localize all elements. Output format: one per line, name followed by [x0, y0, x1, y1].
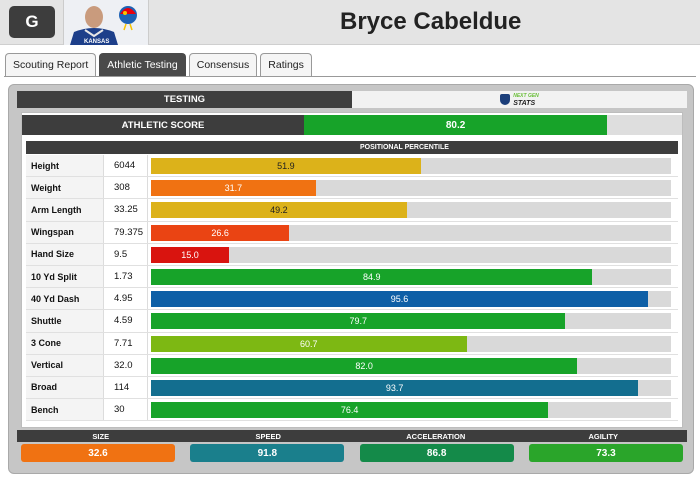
- metric-row: 3 Cone 7.71 60.7: [26, 332, 678, 355]
- percentile-track: 60.7: [151, 335, 671, 352]
- percentile-track: 84.9: [151, 268, 671, 285]
- category-acceleration-score: 86.8: [359, 444, 514, 462]
- athletic-score-track: 80.2: [304, 115, 682, 135]
- percentile-track: 76.4: [151, 402, 671, 419]
- metric-label: Bench: [26, 399, 104, 421]
- metric-label: 40 Yd Dash: [26, 288, 104, 310]
- category-size-score: 32.6: [21, 444, 175, 462]
- percentile-bar: 76.4: [151, 402, 549, 419]
- metric-label: Hand Size: [26, 243, 104, 265]
- metric-rows: Height 6044 51.9 Weight 308 31.7 Arm Length 33.…: [26, 155, 678, 422]
- testing-table: ATHLETIC SCORE 80.2 POSITIONAL PERCENTIL…: [21, 112, 683, 428]
- metric-value: 7.71: [104, 332, 148, 354]
- subtab-bar: TESTING NEXT GEN STATS: [17, 91, 687, 108]
- category-speed-score: 91.8: [190, 444, 345, 462]
- percentile-track: 15.0: [151, 246, 671, 263]
- percentile-bar: 82.0: [151, 357, 578, 374]
- percentile-bar: 60.7: [151, 335, 467, 352]
- category-agility-score: 73.3: [528, 444, 683, 462]
- subtab-testing[interactable]: TESTING: [17, 91, 352, 108]
- metric-value: 1.73: [104, 265, 148, 288]
- metric-value: 30: [104, 399, 148, 421]
- metric-value: 308: [104, 177, 148, 199]
- category-scores: SIZE SPEED ACCELERATION AGILITY 32.6 91.…: [17, 430, 687, 470]
- percentile-track: 51.9: [151, 158, 671, 174]
- positional-percentile-header: POSITIONAL PERCENTILE: [26, 141, 678, 154]
- tab-divider: [4, 76, 696, 77]
- metric-label: Weight: [26, 177, 104, 199]
- metric-value: 114: [104, 376, 148, 399]
- tab-ratings[interactable]: Ratings: [260, 53, 312, 76]
- header: G KANSAS Bryce Cabeldue: [0, 0, 700, 45]
- metric-value: 4.59: [104, 310, 148, 332]
- metric-label: Height: [26, 155, 104, 177]
- metric-row: Weight 308 31.7: [26, 177, 678, 200]
- percentile-track: 93.7: [151, 379, 671, 396]
- percentile-bar: 79.7: [151, 313, 566, 330]
- category-header-row: SIZE SPEED ACCELERATION AGILITY: [17, 430, 687, 442]
- category-speed-label: SPEED: [255, 431, 281, 441]
- metric-row: 10 Yd Split 1.73 84.9: [26, 265, 678, 289]
- percentile-track: 31.7: [151, 180, 671, 197]
- percentile-track: 82.0: [151, 357, 671, 374]
- percentile-bar: 93.7: [151, 379, 639, 396]
- metric-value: 6044: [104, 155, 148, 177]
- metric-label: 3 Cone: [26, 332, 104, 354]
- metric-label: Vertical: [26, 354, 104, 376]
- player-photo-icon: KANSAS: [64, 0, 148, 45]
- tab-bar: Scouting Report Athletic Testing Consens…: [5, 53, 312, 77]
- metric-label: 10 Yd Split: [26, 265, 104, 288]
- position-badge: G: [9, 6, 55, 38]
- tab-athletic-testing[interactable]: Athletic Testing: [99, 53, 186, 76]
- subtab-next-gen-stats[interactable]: NEXT GEN STATS: [352, 91, 687, 108]
- category-values-row: 32.6 91.8 86.8 73.3: [17, 444, 687, 464]
- tab-consensus[interactable]: Consensus: [188, 53, 258, 76]
- metric-row: Wingspan 79.375 26.6: [26, 221, 678, 244]
- nfl-shield-icon: [500, 94, 511, 105]
- metric-row: Broad 114 93.7: [26, 376, 678, 400]
- player-name: Bryce Cabeldue: [340, 8, 522, 35]
- percentile-bar: 31.7: [151, 180, 316, 197]
- category-agility-label: AGILITY: [588, 431, 619, 441]
- category-acceleration-label: ACCELERATION: [406, 431, 466, 441]
- metric-label: Wingspan: [26, 221, 104, 243]
- athletic-score-bar: 80.2: [304, 115, 608, 135]
- percentile-track: 79.7: [151, 313, 671, 330]
- metric-value: 32.0: [104, 354, 148, 376]
- percentile-track: 95.6: [151, 291, 671, 308]
- tab-scouting-report[interactable]: Scouting Report: [5, 53, 97, 76]
- metric-label: Arm Length: [26, 199, 104, 221]
- percentile-track: 49.2: [151, 202, 671, 219]
- metric-row: Bench 30 76.4: [26, 399, 678, 422]
- metric-row: 40 Yd Dash 4.95 95.6: [26, 288, 678, 311]
- metric-label: Shuttle: [26, 310, 104, 332]
- metric-value: 4.95: [104, 288, 148, 310]
- metric-row: Height 6044 51.9: [26, 155, 678, 178]
- metric-label: Broad: [26, 376, 104, 399]
- metric-value: 79.375: [104, 221, 148, 243]
- metric-row: Shuttle 4.59 79.7: [26, 310, 678, 333]
- metric-row: Vertical 32.0 82.0: [26, 354, 678, 377]
- category-size-label: SIZE: [92, 431, 110, 441]
- percentile-bar: 26.6: [151, 224, 290, 241]
- percentile-bar: 84.9: [151, 268, 593, 285]
- metric-value: 33.25: [104, 199, 148, 221]
- percentile-bar: 51.9: [151, 158, 421, 174]
- percentile-track: 26.6: [151, 224, 671, 241]
- percentile-bar: 49.2: [151, 202, 407, 219]
- percentile-bar: 15.0: [151, 246, 229, 263]
- player-avatar: KANSAS: [63, 0, 149, 45]
- metric-row: Hand Size 9.5 15.0: [26, 243, 678, 266]
- metric-value: 9.5: [104, 243, 148, 265]
- athletic-testing-panel: TESTING NEXT GEN STATS ATHLETIC SCORE 80…: [8, 84, 694, 474]
- team-wordmark: KANSAS: [84, 39, 109, 45]
- metric-row: Arm Length 33.25 49.2: [26, 199, 678, 222]
- percentile-bar: 95.6: [151, 291, 649, 308]
- next-gen-stats-logo: NEXT GEN STATS: [513, 92, 539, 107]
- athletic-score-label: ATHLETIC SCORE: [22, 115, 304, 135]
